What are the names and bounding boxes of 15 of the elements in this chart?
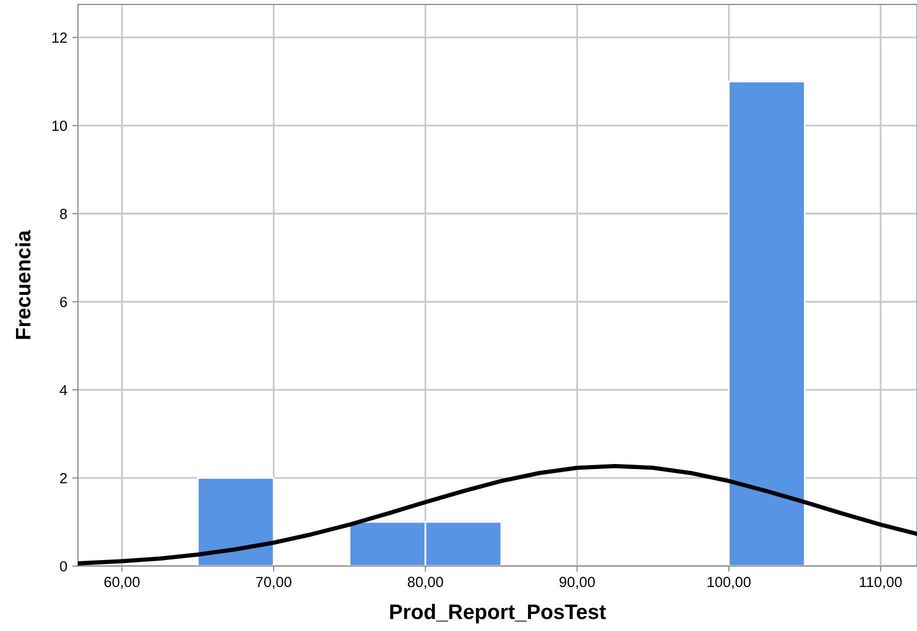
x-tick-label: 110,00 xyxy=(860,576,902,589)
x-tick-label: 80,00 xyxy=(408,576,444,589)
x-tick-label: 90,00 xyxy=(560,576,595,589)
y-tick-label: 8 xyxy=(60,208,67,220)
x-tick-label: 70,00 xyxy=(256,576,292,589)
y-tick-label: 2 xyxy=(60,473,67,484)
y-tick-label: 0 xyxy=(60,561,67,572)
y-tick-label: 10 xyxy=(52,120,67,131)
y-tick-label: 12 xyxy=(52,32,67,43)
y-tick-label: 4 xyxy=(60,385,68,396)
x-tick-label: 100,00 xyxy=(708,576,751,589)
y-axis-title: Frecuencia xyxy=(15,230,31,339)
y-tick-label: 6 xyxy=(60,296,67,308)
x-axis-title: Prod_Report_PosTest xyxy=(390,604,606,624)
x-tick-label: 60,00 xyxy=(104,576,140,589)
